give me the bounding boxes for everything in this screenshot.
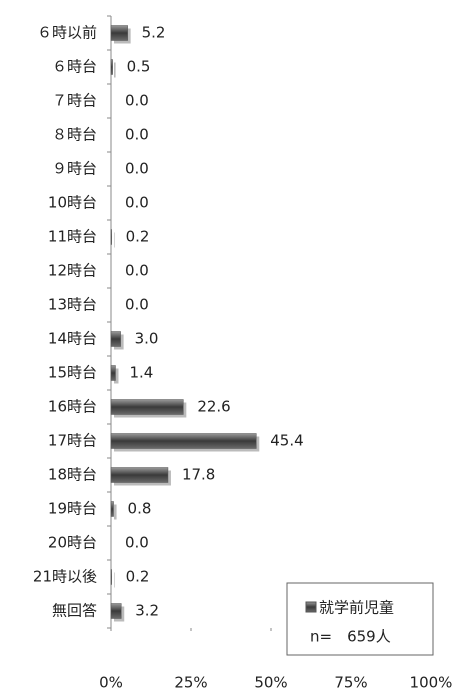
value-label: 3.2: [135, 602, 159, 620]
y-tick-label: 11時台: [48, 228, 97, 246]
legend-box: [286, 582, 434, 656]
annotation: n= 659人: [310, 628, 391, 646]
y-tick-label: 17時台: [48, 432, 97, 450]
legend-label: 就学前児童: [319, 599, 394, 617]
x-tick-label: 75%: [334, 674, 367, 692]
value-label: 17.8: [182, 466, 215, 484]
bar: [110, 603, 122, 619]
y-tick-label: 無回答: [52, 602, 97, 620]
value-label: 3.0: [135, 330, 159, 348]
bar: [110, 229, 112, 245]
value-label: 45.4: [270, 432, 303, 450]
bar: [110, 501, 114, 517]
y-tick-label: 21時以後: [33, 568, 97, 586]
y-tick-label: 16時台: [48, 398, 97, 416]
y-tick-label: 12時台: [48, 262, 97, 280]
y-tick-label: 19時台: [48, 500, 97, 518]
y-tick-label: 15時台: [48, 364, 97, 382]
value-label: 0.0: [125, 194, 149, 212]
value-label: 0.2: [126, 568, 150, 586]
value-label: 0.2: [126, 228, 150, 246]
value-label: 0.0: [125, 126, 149, 144]
bar-shadow: [114, 62, 116, 78]
bar: [110, 365, 116, 381]
y-tick-label: 18時台: [48, 466, 97, 484]
value-label: 22.6: [197, 398, 230, 416]
bar: [110, 25, 128, 41]
y-tick-label: 10時台: [48, 194, 97, 212]
value-label: 0.0: [125, 160, 149, 178]
x-tick-label: 25%: [174, 674, 207, 692]
value-label: 0.8: [128, 500, 152, 518]
bar-shadow: [114, 368, 119, 384]
bar-shadow: [114, 504, 117, 520]
bar: [110, 467, 169, 483]
y-tick-label: 20時台: [48, 534, 97, 552]
y-tick-label: ８時台: [52, 126, 97, 144]
value-label: 0.0: [125, 262, 149, 280]
y-tick-label: 13時台: [48, 296, 97, 314]
y-tick-label: ６時以前: [37, 24, 97, 42]
x-tick-label: 0%: [99, 674, 123, 692]
y-tick-label: ９時台: [52, 160, 97, 178]
value-label: 5.2: [142, 24, 166, 42]
x-tick-label: 50%: [254, 674, 287, 692]
legend-swatch: [305, 601, 317, 613]
bar: [110, 331, 121, 347]
value-label: 0.0: [125, 296, 149, 314]
value-label: 0.5: [127, 58, 151, 76]
y-tick-label: 14時台: [48, 330, 97, 348]
bar: [110, 569, 112, 585]
value-label: 0.0: [125, 92, 149, 110]
x-tick-label: 100%: [410, 674, 453, 692]
bar-shadow: [114, 232, 115, 248]
bar: [110, 59, 113, 75]
y-tick-label: ６時台: [52, 58, 97, 76]
bar: [110, 433, 257, 449]
bar: [110, 399, 184, 415]
bar-shadow: [114, 572, 115, 588]
value-label: 1.4: [129, 364, 153, 382]
value-label: 0.0: [125, 534, 149, 552]
y-tick-label: ７時台: [52, 92, 97, 110]
